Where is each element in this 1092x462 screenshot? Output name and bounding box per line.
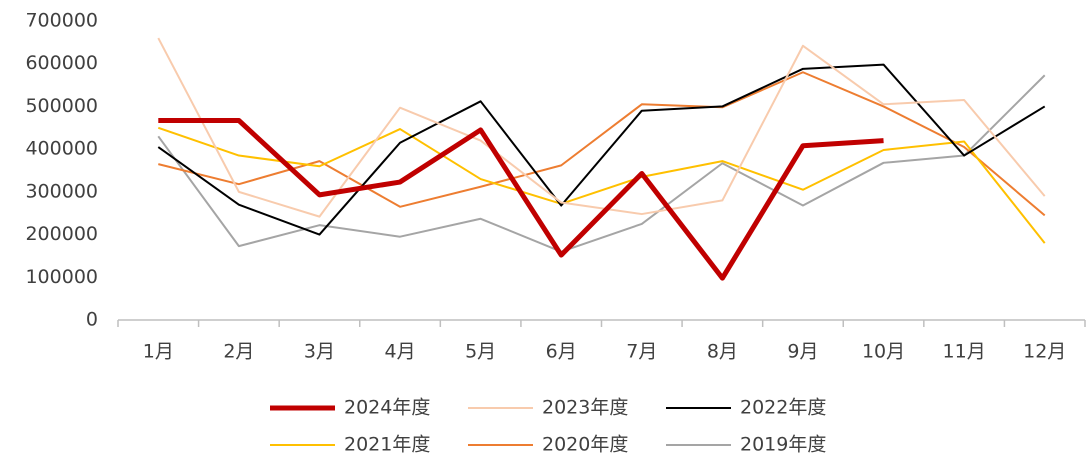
- x-tick-label: 7月: [626, 341, 657, 363]
- x-tick-label: 8月: [707, 341, 738, 363]
- y-tick-label: 500000: [25, 95, 98, 117]
- legend-label: 2023年度: [542, 397, 628, 419]
- x-tick-label: 2月: [223, 341, 254, 363]
- x-tick-label: 9月: [787, 341, 818, 363]
- x-tick-label: 11月: [943, 341, 986, 363]
- y-tick-label: 100000: [25, 266, 98, 288]
- legend-label: 2020年度: [542, 434, 628, 456]
- x-tick-label: 5月: [465, 341, 496, 363]
- x-tick-label: 4月: [384, 341, 415, 363]
- legend-label: 2022年度: [740, 397, 826, 419]
- x-tick-label: 12月: [1023, 341, 1066, 363]
- y-tick-label: 200000: [25, 223, 98, 245]
- y-tick-label: 300000: [25, 180, 98, 202]
- y-tick-label: 600000: [25, 52, 98, 74]
- legend-label: 2024年度: [344, 397, 430, 419]
- x-tick-label: 10月: [862, 341, 905, 363]
- x-tick-label: 1月: [143, 341, 174, 363]
- y-tick-label: 0: [86, 309, 98, 331]
- x-tick-label: 6月: [546, 341, 577, 363]
- legend-label: 2021年度: [344, 434, 430, 456]
- legend-label: 2019年度: [740, 434, 826, 456]
- series-line: [158, 71, 1046, 217]
- y-tick-label: 400000: [25, 138, 98, 160]
- x-tick-label: 3月: [304, 341, 335, 363]
- series-line: [157, 37, 1046, 218]
- y-tick-label: 700000: [25, 10, 98, 32]
- series-line: [157, 63, 1046, 236]
- series-line: [158, 118, 884, 281]
- series-line: [157, 126, 1046, 244]
